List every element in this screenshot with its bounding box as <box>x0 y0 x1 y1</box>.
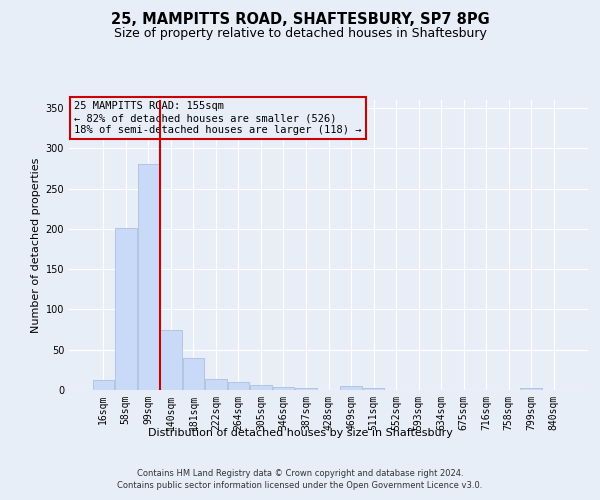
Text: Size of property relative to detached houses in Shaftesbury: Size of property relative to detached ho… <box>113 28 487 40</box>
Bar <box>115 228 137 390</box>
Bar <box>160 330 182 390</box>
Bar <box>295 388 317 390</box>
Bar <box>92 380 114 390</box>
Bar <box>137 164 159 390</box>
Text: 25, MAMPITTS ROAD, SHAFTESBURY, SP7 8PG: 25, MAMPITTS ROAD, SHAFTESBURY, SP7 8PG <box>110 12 490 28</box>
Text: Contains HM Land Registry data © Crown copyright and database right 2024.: Contains HM Land Registry data © Crown c… <box>137 470 463 478</box>
Bar <box>250 385 272 390</box>
Text: 25 MAMPITTS ROAD: 155sqm
← 82% of detached houses are smaller (526)
18% of semi-: 25 MAMPITTS ROAD: 155sqm ← 82% of detach… <box>74 102 362 134</box>
Y-axis label: Number of detached properties: Number of detached properties <box>31 158 41 332</box>
Bar <box>340 386 362 390</box>
Bar <box>273 387 294 390</box>
Bar <box>205 378 227 390</box>
Bar <box>228 382 249 390</box>
Bar <box>363 388 384 390</box>
Bar <box>520 388 542 390</box>
Text: Distribution of detached houses by size in Shaftesbury: Distribution of detached houses by size … <box>148 428 452 438</box>
Bar <box>182 358 204 390</box>
Text: Contains public sector information licensed under the Open Government Licence v3: Contains public sector information licen… <box>118 482 482 490</box>
